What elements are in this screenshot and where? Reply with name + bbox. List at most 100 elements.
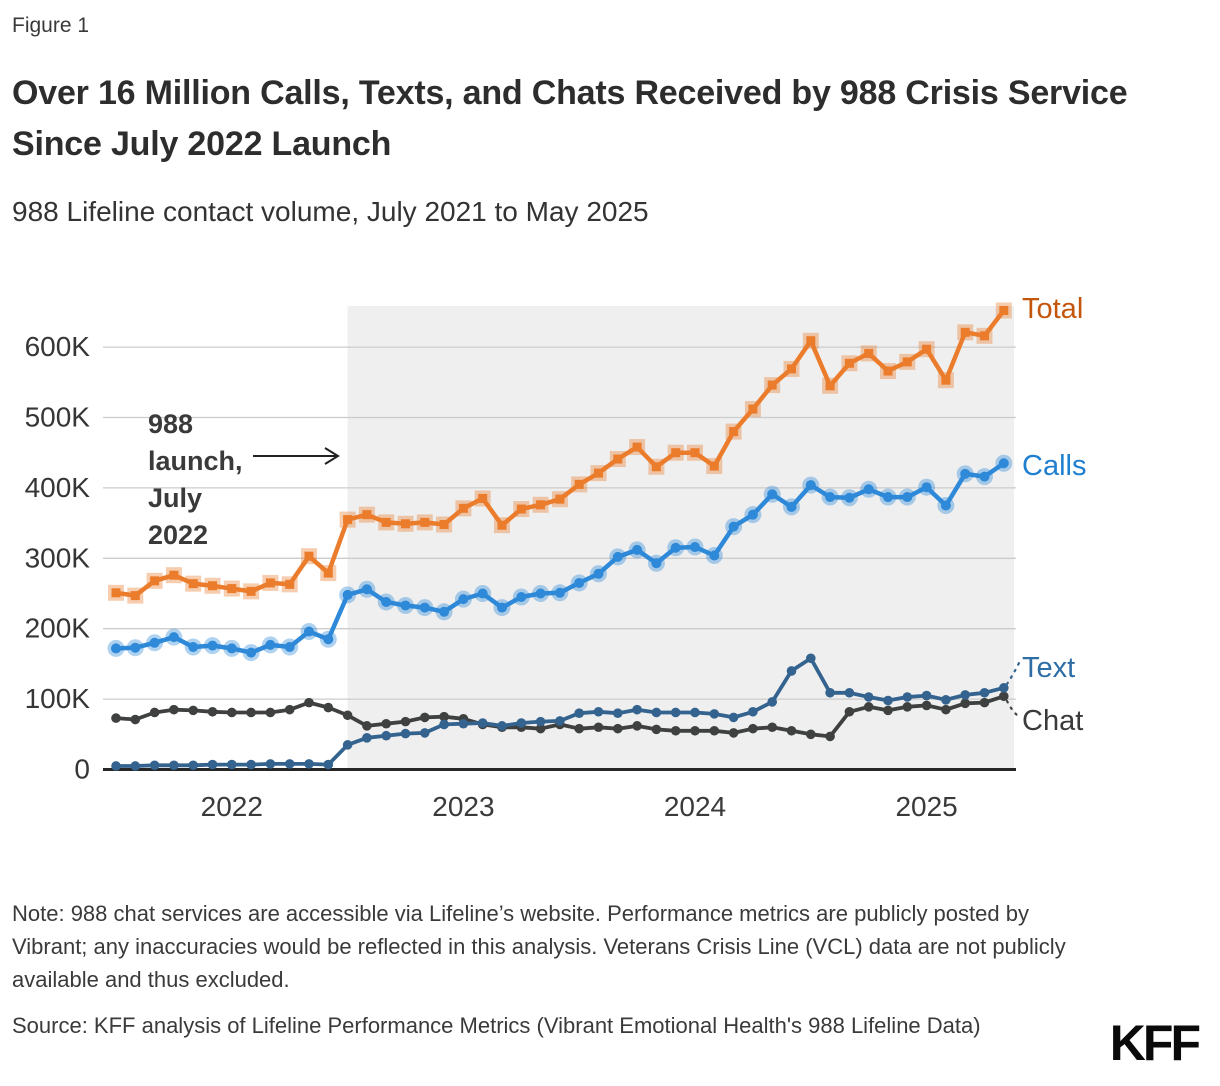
data-point	[478, 493, 488, 503]
data-point	[323, 568, 333, 578]
data-point	[188, 705, 198, 716]
data-point	[690, 542, 700, 553]
legend-label-calls: Calls	[1022, 450, 1086, 482]
data-point	[883, 695, 893, 706]
text-label-leader	[1005, 661, 1021, 686]
data-point	[362, 721, 372, 731]
data-point	[767, 722, 777, 733]
data-point	[767, 697, 777, 707]
data-point	[361, 584, 372, 595]
kff-logo: KFF	[1109, 1015, 1201, 1071]
legend-label-total: Total	[1022, 293, 1083, 325]
x-axis-tick-label: 2025	[895, 791, 957, 822]
data-point	[613, 723, 623, 734]
data-point	[400, 600, 411, 611]
data-point	[690, 707, 700, 718]
y-axis-tick-label: 100K	[25, 683, 91, 714]
data-point	[960, 690, 970, 700]
data-point	[477, 718, 488, 728]
data-point	[265, 639, 276, 650]
data-point	[979, 687, 990, 698]
data-point	[670, 725, 681, 736]
source-text: Source: KFF analysis of Lifeline Perform…	[12, 1013, 981, 1038]
data-point	[690, 448, 700, 458]
data-point	[979, 471, 990, 482]
data-point	[921, 482, 932, 493]
data-point	[169, 760, 179, 771]
data-point	[246, 586, 256, 596]
data-point	[284, 642, 295, 653]
data-point	[593, 722, 604, 733]
data-point	[227, 759, 237, 770]
data-point	[748, 706, 758, 717]
data-point	[381, 718, 392, 729]
data-point	[748, 404, 758, 414]
data-point	[806, 336, 816, 346]
chart-title: Over 16 Million Calls, Texts, and Chats …	[12, 74, 1128, 163]
data-point	[342, 740, 353, 750]
data-point	[594, 468, 603, 478]
data-point	[941, 704, 951, 715]
data-point	[922, 344, 932, 354]
data-point	[651, 707, 662, 718]
data-point	[419, 602, 430, 613]
data-point	[671, 448, 681, 458]
data-point	[458, 718, 469, 729]
data-point	[825, 687, 835, 698]
data-point	[883, 492, 893, 503]
data-point	[342, 589, 353, 600]
data-point	[767, 489, 778, 500]
data-point	[149, 760, 160, 771]
data-point	[863, 702, 874, 712]
data-point	[902, 357, 912, 367]
data-point	[516, 504, 526, 514]
data-point	[670, 542, 681, 553]
data-point	[651, 724, 662, 735]
data-point	[342, 710, 353, 721]
legend-label-text: Text	[1022, 652, 1075, 684]
data-point	[632, 721, 642, 731]
data-point	[979, 697, 990, 708]
data-point	[150, 576, 160, 586]
data-point	[111, 713, 121, 723]
data-point	[574, 479, 584, 489]
data-point	[883, 705, 893, 716]
series-text	[111, 653, 1009, 771]
data-point	[535, 588, 546, 599]
x-axis-tick-label: 2024	[664, 791, 726, 822]
data-point	[188, 760, 198, 771]
data-point	[420, 728, 430, 738]
data-point	[999, 683, 1009, 693]
data-point	[998, 458, 1009, 469]
data-point	[902, 492, 913, 503]
data-point	[554, 587, 565, 598]
data-point	[670, 707, 681, 718]
note-text: Note: 988 chat services are accessible v…	[12, 901, 1066, 992]
data-point	[226, 643, 237, 654]
data-point	[169, 704, 179, 715]
data-point	[960, 698, 970, 709]
data-point	[420, 517, 430, 527]
data-point	[284, 759, 295, 769]
y-axis-tick-label: 200K	[25, 613, 91, 644]
launch-annotation-text: July	[148, 483, 202, 513]
data-point	[343, 515, 353, 525]
data-point	[709, 461, 719, 471]
data-point	[786, 725, 797, 736]
data-point	[728, 728, 739, 738]
data-point	[439, 520, 449, 530]
data-point	[728, 521, 739, 532]
data-point	[651, 558, 662, 569]
data-point	[304, 626, 314, 637]
data-point	[941, 695, 951, 705]
data-point	[767, 380, 777, 390]
data-point	[825, 731, 835, 742]
launch-annotation-arrowhead	[324, 447, 340, 465]
data-point	[555, 494, 565, 504]
y-axis-tick-label: 0	[74, 754, 90, 785]
data-point	[439, 606, 450, 617]
data-point	[497, 602, 507, 613]
chart-subtitle: 988 Lifeline contact volume, July 2021 t…	[12, 196, 649, 227]
launch-annotation-text: launch,	[148, 446, 243, 476]
